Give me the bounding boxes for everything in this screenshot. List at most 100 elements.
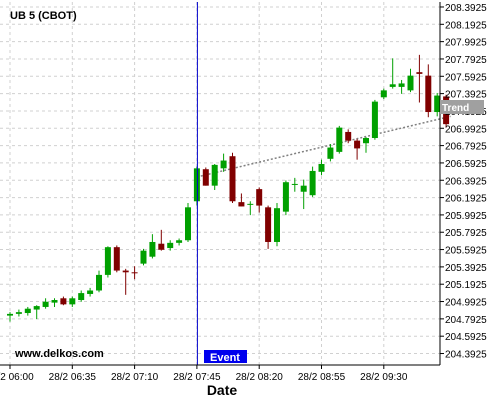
candle <box>149 234 156 259</box>
candle-body-up <box>380 90 387 98</box>
candle-body-up <box>398 83 405 87</box>
candle-body-up <box>309 170 316 196</box>
candle <box>167 240 174 251</box>
chart-title: UB 5 (CBOT) <box>10 10 77 22</box>
candle-body-up <box>15 312 22 314</box>
candle-body-down <box>113 247 120 271</box>
candle <box>158 229 165 251</box>
y-tick-label: 204.7925 <box>445 315 487 326</box>
candle-body-up <box>327 147 334 159</box>
y-tick-label: 206.7925 <box>445 142 487 153</box>
y-tick-label: 204.5925 <box>445 332 487 343</box>
candle-body-up <box>51 300 58 303</box>
candle-body-up <box>211 164 218 186</box>
candle <box>238 193 245 207</box>
candle <box>104 246 111 278</box>
trend-label-text: Trend <box>442 103 469 114</box>
candle-body-up <box>434 95 441 113</box>
candle-body-up <box>389 84 396 87</box>
candle <box>15 309 22 317</box>
candle <box>380 88 387 100</box>
candle <box>96 270 102 293</box>
candle-body-down <box>425 75 432 113</box>
x-tick-label: 28/2 07:45 <box>173 372 221 383</box>
candle <box>131 266 138 280</box>
y-tick-label: 206.3925 <box>445 176 487 187</box>
candle-body-down <box>354 140 361 149</box>
axis-layer: 208.3925 208.1925 207.9925 207.7925 207.5925… <box>0 2 487 383</box>
candle-body-up <box>371 101 378 139</box>
candle <box>425 64 432 118</box>
candle <box>87 287 94 297</box>
y-tick-label: 206.1925 <box>445 194 487 205</box>
x-axis-ticks: 28/2 06:00 28/2 06:35 28/2 07:10 28/2 07:45… <box>0 365 408 383</box>
y-tick-label: 204.9925 <box>445 298 487 309</box>
y-tick-label: 205.9925 <box>445 211 487 222</box>
y-tick-label: 206.5925 <box>445 159 487 170</box>
candle <box>229 152 236 203</box>
candle <box>336 125 343 154</box>
candle-body-down <box>345 131 352 141</box>
candle <box>51 298 58 307</box>
y-axis-ticks: 208.3925 208.1925 207.9925 207.7925 207.5925… <box>440 3 487 361</box>
candle-body-up <box>42 301 49 307</box>
event-label: Event <box>210 352 240 364</box>
candle <box>122 268 129 295</box>
candle-body-up <box>7 313 13 316</box>
candle-body-up <box>291 183 298 185</box>
candle <box>176 238 183 246</box>
candle-body-up <box>69 298 76 305</box>
y-tick-label: 206.9925 <box>445 124 487 135</box>
candle-body-up <box>96 274 102 291</box>
candle-body-up <box>274 208 280 242</box>
candle-body-up <box>407 75 414 91</box>
candle <box>274 202 280 247</box>
x-tick-label: 28/2 09:30 <box>360 372 408 383</box>
candle-body-up <box>282 182 289 212</box>
y-tick-label: 208.3925 <box>445 3 487 14</box>
candle <box>185 202 191 242</box>
candle <box>354 138 361 160</box>
y-tick-label: 205.1925 <box>445 280 487 291</box>
candle <box>318 159 325 176</box>
candle <box>416 54 423 103</box>
candle <box>7 312 13 322</box>
candle <box>69 296 76 307</box>
y-tick-label: 207.7925 <box>445 55 487 66</box>
candle <box>363 137 369 153</box>
candle-body-down <box>131 272 138 274</box>
candle <box>327 144 334 162</box>
x-tick-label: 28/2 07:10 <box>111 372 159 383</box>
candle-body-up <box>149 241 156 257</box>
candle-body-up <box>300 185 307 192</box>
candle-body-down <box>238 202 245 207</box>
candle <box>309 166 316 197</box>
candle-body-up <box>336 127 343 152</box>
candle <box>33 305 40 320</box>
trend-line <box>196 115 451 178</box>
trend-label: Trend <box>440 100 484 114</box>
candle <box>265 205 272 249</box>
candle-body-up <box>176 240 183 243</box>
candle-body-up <box>247 203 254 205</box>
candle-body-up <box>220 160 227 169</box>
candle-body-up <box>104 247 111 275</box>
candle <box>434 92 441 117</box>
candle <box>389 58 396 89</box>
candle <box>300 179 307 210</box>
y-tick-label: 208.1925 <box>445 20 487 31</box>
y-tick-label: 205.5925 <box>445 246 487 257</box>
candle-body-up <box>78 293 85 301</box>
candle <box>398 79 405 94</box>
trend-layer <box>196 115 451 178</box>
y-tick-label: 207.9925 <box>445 38 487 49</box>
candle <box>371 99 378 140</box>
candle <box>282 180 289 216</box>
candle <box>24 306 31 316</box>
candle-body-down <box>60 298 67 305</box>
candle <box>60 296 67 306</box>
y-tick-label: 205.7925 <box>445 228 487 239</box>
x-axis-label: Date <box>207 382 238 398</box>
